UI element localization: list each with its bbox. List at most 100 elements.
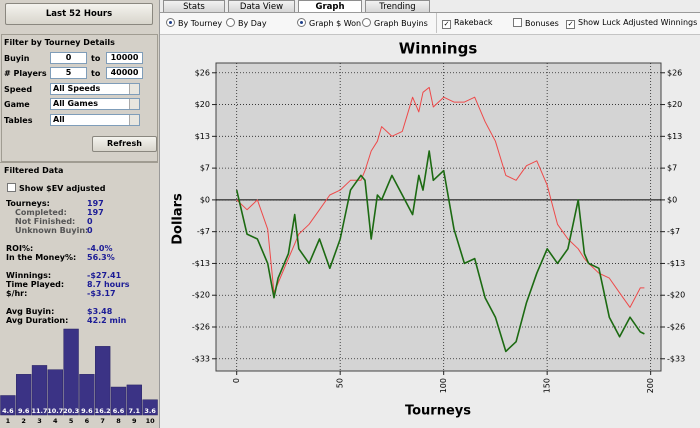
tab[interactable]: Graph [298,0,362,14]
y-tick-label: -$26 [192,323,210,332]
ev-checkbox[interactable]: Show $EV adjusted [7,183,105,193]
bar-label: 4.6 [2,407,14,415]
x-tick-label: 7 [100,417,105,425]
radio-option[interactable]: By Tourney [166,18,222,29]
bar-label: 20.3 [63,407,79,415]
section-title: Filtered Data [4,166,64,175]
series-line [235,150,645,353]
y2-tick-label: -$7 [667,227,680,236]
stat-value: 0 [87,226,93,235]
filter-label: Buyin [4,54,30,63]
y-tick-label: $0 [200,195,210,204]
stat-label: Time Played: [6,280,65,289]
input[interactable]: 10000 [106,52,143,64]
bar-label: 10.7 [47,407,63,415]
stat-label: Not Finished: [15,217,76,226]
checkbox-label: Show $EV adjusted [19,184,106,193]
chart-title: Winnings [399,40,478,58]
y-tick-label: -$20 [192,291,210,300]
x-tick-label: 5 [69,417,74,425]
bar-label: 9.6 [18,407,30,415]
series-line [236,86,645,308]
stat-value: -$3.17 [87,289,116,298]
stat-label: Completed: [15,208,67,217]
y-axis-label: Dollars [171,193,186,245]
bar [95,346,111,416]
tab[interactable]: Data View [228,0,295,12]
y2-tick-label: -$13 [667,259,685,268]
x-tick-label: 4 [53,417,58,425]
radio-option[interactable]: Graph $ Won [297,18,361,29]
stat-value: 42.2 min [87,316,127,325]
bar [142,399,158,416]
stat-label: ROI%: [6,244,34,253]
stat-value: 8.7 hours [87,280,130,289]
divider [0,162,158,163]
filter-label: Tables [4,116,33,125]
separator [436,13,437,33]
checkbox-option[interactable]: ✓ Show Luck Adjusted Winnings [566,18,698,29]
filter-label: # Players [4,69,47,78]
x-tick-label: 0 [232,378,241,383]
x-tick-label: 1 [6,417,11,425]
y-tick-label: -$13 [192,259,210,268]
input[interactable]: 40000 [106,67,143,79]
stat-value: 56.3% [87,253,115,262]
radio-option[interactable]: Graph Buyins [362,18,428,29]
bar [47,369,63,416]
dropdown[interactable]: All Speeds [50,83,140,95]
bar-label: 3.6 [144,407,156,415]
y-tick-label: $13 [195,132,210,141]
filter-label: Game [4,100,30,109]
bar [31,365,48,416]
bar-label: 9.6 [81,407,93,415]
tab[interactable]: Trending [365,0,430,12]
range-button[interactable]: Last 52 Hours [5,3,153,25]
stat-value: 197 [87,199,104,208]
x-tick-label: 200 [646,378,655,393]
option-label: By Tourney [178,19,223,28]
option-label: Bonuses [525,19,559,28]
input[interactable]: 5 [50,67,87,79]
dropdown[interactable]: All Games [50,98,140,110]
filter-panel [1,34,158,162]
y-tick-label: $26 [195,68,210,77]
bar [16,374,32,416]
checkbox-option[interactable]: Bonuses [513,18,559,29]
bar-label: 16.2 [95,407,111,415]
stat-label: Avg Duration: [6,316,69,325]
option-label: Graph $ Won [309,19,362,28]
stat-label: In the Money%: [6,253,77,262]
bar-label: 7.1 [129,407,141,415]
refresh-button[interactable]: Refresh [92,136,157,152]
stat-label: $/hr: [6,289,28,298]
y2-tick-label: $26 [667,68,682,77]
input[interactable]: 0 [50,52,87,64]
bar-label: 6.6 [113,407,125,415]
x-tick-label: 150 [543,378,552,393]
y2-tick-label: -$33 [667,354,685,363]
x-tick-label: 3 [37,417,42,425]
dropdown[interactable]: All [50,114,140,126]
y2-tick-label: $0 [667,195,677,204]
y-tick-label: -$33 [192,354,210,363]
radio-option[interactable]: By Day [226,18,267,29]
section-title: Filter by Tourney Details [4,38,115,47]
x-tick-label: 100 [439,378,448,393]
checkbox-option[interactable]: ✓ Rakeback [442,18,493,29]
x-axis-label: Tourneys [405,404,471,419]
bar [79,374,95,416]
bar [63,328,79,416]
stat-label: Unknown Buyin: [15,226,89,235]
x-tick-label: 2 [21,417,26,425]
stat-value: 197 [87,208,104,217]
bar [0,395,16,416]
y2-tick-label: -$20 [667,291,685,300]
plot-area [215,62,662,372]
bar [110,386,127,416]
checkbox[interactable] [7,183,16,192]
tab[interactable]: Stats [163,0,225,12]
x-tick-label: 6 [85,417,90,425]
y2-tick-label: -$26 [667,323,685,332]
